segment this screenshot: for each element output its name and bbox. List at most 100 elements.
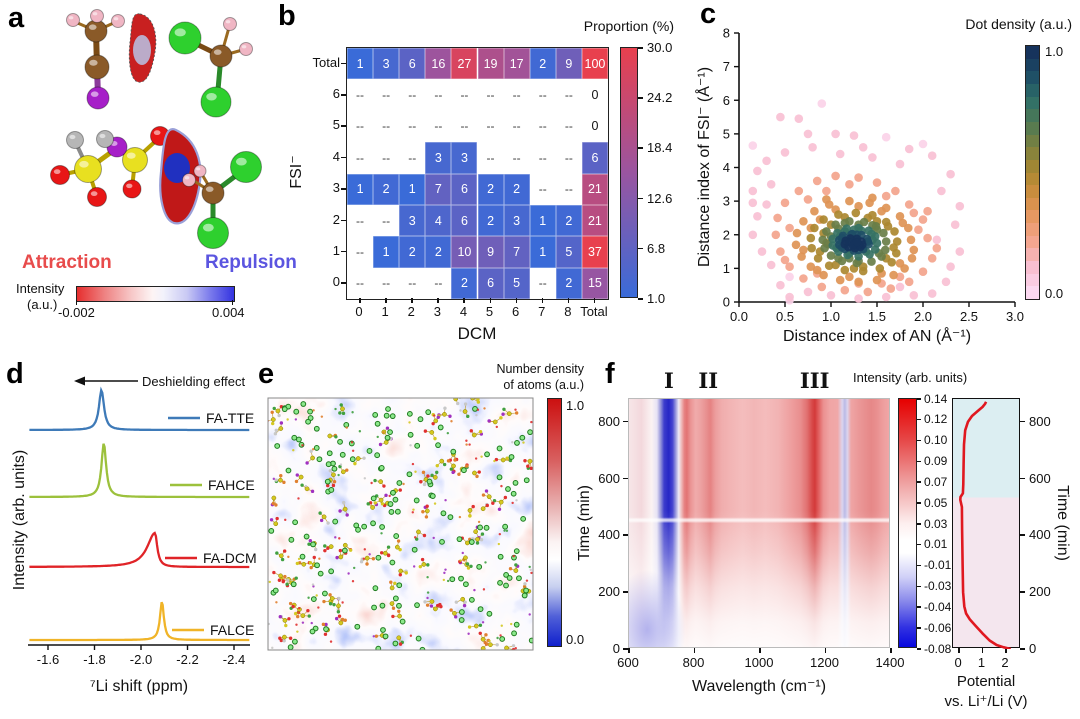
scatter-point (845, 272, 854, 282)
li-atom (372, 585, 379, 592)
f-cbar-tick (917, 418, 921, 421)
li-atom (456, 536, 463, 543)
li-atom (288, 536, 295, 543)
atom-highlight (92, 12, 98, 16)
solvent-atom (324, 622, 328, 627)
small-atom (484, 561, 487, 564)
small-atom (446, 579, 450, 583)
solvent-atom (386, 545, 391, 549)
heatmap-cell: 0 (581, 110, 608, 143)
b-col-tick (359, 298, 361, 303)
li-atom (380, 627, 386, 633)
solvent-atom (382, 484, 386, 488)
small-atom (426, 596, 429, 600)
small-atom (310, 621, 313, 625)
f-cbar-tick-label: 0.12 (924, 412, 948, 427)
solvent-atom (469, 429, 473, 433)
small-atom (505, 529, 509, 532)
solvent-atom (300, 483, 304, 487)
e-colorbar-title: Number density of atoms (a.u.) (496, 362, 584, 393)
small-atom (450, 420, 453, 423)
li-atom (272, 587, 279, 594)
small-atom (528, 565, 531, 569)
solvent-atom (478, 631, 482, 636)
small-atom (268, 580, 271, 584)
heatmap-cell: -- (373, 204, 400, 237)
scatter-point (807, 243, 816, 253)
b-cbar-tick (638, 197, 643, 200)
small-atom (329, 640, 333, 643)
scatter-point (785, 223, 794, 233)
solvent-atom (435, 470, 439, 475)
solvent-atom (282, 480, 286, 485)
scatter-point (822, 186, 831, 196)
li-atom (413, 497, 420, 504)
small-atom (514, 408, 517, 411)
scatter-point (904, 200, 914, 209)
solvent-atom (277, 578, 282, 582)
li-atom (477, 524, 483, 531)
li-atom (392, 595, 399, 602)
sulfur-atom (278, 553, 284, 559)
li-atom (406, 410, 413, 417)
li-atom (499, 636, 506, 642)
c-y-tick-label: 4 (723, 160, 730, 175)
heatmap-cell: 2 (425, 236, 452, 268)
fp-y-tick (1020, 420, 1025, 423)
solvent-atom (310, 489, 315, 494)
f-cbar-tick (917, 398, 921, 400)
scatter-point (757, 247, 767, 256)
H-atom (90, 9, 104, 23)
c-cbar-step (1026, 273, 1039, 287)
small-atom (412, 565, 416, 568)
small-atom (362, 557, 365, 560)
fp-x-tick (1005, 648, 1007, 653)
fp-x-tick-label: 2 (1001, 655, 1009, 670)
heatmap-cell: 16 (425, 48, 452, 80)
solvent-atom (337, 596, 341, 601)
heatmap-cell: -- (529, 267, 556, 299)
c-cbar-step (1026, 147, 1039, 161)
solvent-atom (449, 467, 454, 471)
solvent-atom (425, 504, 429, 508)
small-atom (525, 579, 529, 582)
intensity-min-label: -0.002 (58, 305, 95, 320)
spectrum-FA-DCM (29, 531, 250, 569)
heatmap-cell: -- (347, 236, 374, 268)
heatmap-cell: -- (347, 110, 374, 143)
heatmap-cell: -- (503, 110, 530, 143)
li-atom (503, 582, 509, 589)
c-cbar-step (1026, 197, 1039, 211)
solvent-atom (278, 615, 282, 619)
small-atom (363, 477, 367, 480)
li-atom (393, 533, 400, 539)
scatter-point (780, 255, 790, 265)
li-atom (292, 519, 299, 526)
sulfur-atom (298, 474, 304, 480)
heatmap-cell: 2 (373, 173, 400, 205)
deshielding-annotation: Deshielding effect (142, 374, 245, 389)
repulsion-label: Repulsion (205, 252, 297, 273)
sulfur-atom (370, 505, 375, 510)
small-atom (296, 630, 299, 633)
small-atom (483, 407, 486, 410)
c-colorbar-title: Dot density (a.u.) (965, 16, 1072, 32)
sulfur-atom (275, 408, 281, 414)
li-atom (511, 630, 517, 637)
b-row-tick (341, 188, 346, 190)
b-cbar-tick (638, 97, 643, 99)
sulfur-atom (382, 550, 388, 556)
sulfur-atom (433, 418, 439, 424)
heatmap-cell: -- (555, 110, 582, 143)
atom-highlight (89, 59, 98, 66)
sulfur-atom (329, 596, 335, 601)
small-atom (341, 601, 344, 604)
solvent-atom (293, 611, 298, 616)
b-col-label: 3 (433, 304, 441, 319)
solvent-atom (341, 411, 346, 416)
solvent-atom (365, 562, 369, 566)
c-x-tick-label: 0.5 (776, 309, 794, 324)
heatmap-cell: 2 (503, 173, 530, 205)
f-cbar-tick (917, 648, 921, 650)
c-y-tick-label: 1 (723, 261, 730, 276)
